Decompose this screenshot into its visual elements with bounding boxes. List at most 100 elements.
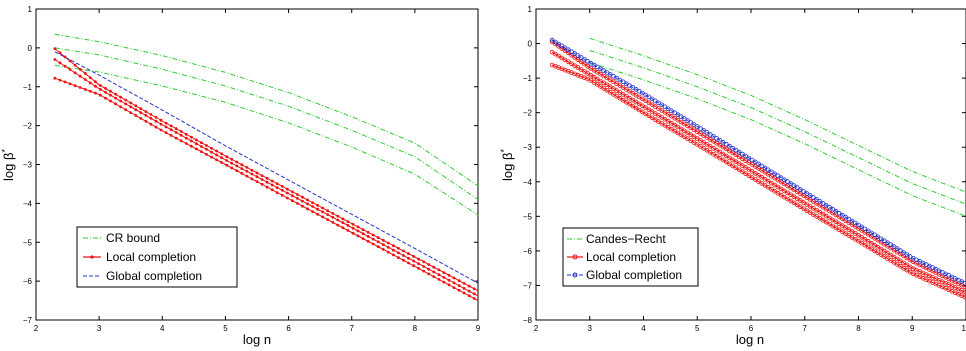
series-point-right-local-4-37 xyxy=(669,120,674,126)
series-point-right-local-5-42 xyxy=(685,136,690,142)
series-point-right-local-3-63 xyxy=(752,164,758,169)
series-point-right-global-6-14 xyxy=(594,64,600,70)
series-point-left-local-5-36 xyxy=(235,169,239,173)
series-point-right-local-5-23 xyxy=(623,99,629,105)
series-point-right-local-4-23 xyxy=(623,94,629,99)
series-point-right-local-5-35 xyxy=(662,123,668,128)
series-point-left-local-5-6 xyxy=(83,88,87,91)
series-point-left-local-4-77 xyxy=(442,276,446,279)
series-point-left-local-4-0 xyxy=(53,58,57,61)
series-point-right-local-3-38 xyxy=(672,115,677,121)
series-point-right-local-3-46 xyxy=(698,131,703,136)
series-point-right-local-4-62 xyxy=(749,169,755,174)
series-point-left-local-4-78 xyxy=(447,278,451,282)
series-point-right-local-5-19 xyxy=(611,92,616,97)
series-point-right-local-4-109 xyxy=(901,260,906,266)
series-point-right-local-4-91 xyxy=(843,225,848,230)
series-point-right-local-5-84 xyxy=(820,217,826,223)
series-point-left-local-5-68 xyxy=(397,256,400,259)
series-point-left-local-4-22 xyxy=(164,125,168,129)
series-point-left-local-3-62 xyxy=(366,230,370,234)
series-point-right-local-4-32 xyxy=(652,111,658,116)
series-point-right-local-4-80 xyxy=(807,204,813,209)
series-point-right-global-6-57 xyxy=(733,147,739,153)
series-point-right-local-5-59 xyxy=(740,169,745,175)
series-point-right-local-4-108 xyxy=(898,258,903,264)
series-point-right-global-6-78 xyxy=(801,189,806,194)
series-point-left-local-4-14 xyxy=(124,102,128,106)
series-point-right-local-5-92 xyxy=(846,233,852,238)
series-point-left-local-3-60 xyxy=(356,225,360,229)
series-point-right-global-6-48 xyxy=(704,130,710,135)
series-point-left-local-4-16 xyxy=(134,108,138,112)
y-axis-label-right: log β* xyxy=(499,149,515,181)
series-point-left-local-3-80 xyxy=(457,279,461,283)
series-point-right-local-4-88 xyxy=(833,219,839,225)
series-point-right-local-4-99 xyxy=(869,240,874,246)
series-point-right-global-6-7 xyxy=(572,51,577,56)
series-point-right-global-6-71 xyxy=(778,175,784,181)
series-point-left-local-4-63 xyxy=(371,237,375,241)
series-point-left-local-3-10 xyxy=(104,87,107,90)
series-point-right-local-4-13 xyxy=(591,74,597,80)
series-point-right-local-5-54 xyxy=(723,159,729,165)
series-point-left-local-5-76 xyxy=(437,278,441,281)
x-axis-label-right: log n xyxy=(736,332,764,347)
legend-marker-global-right xyxy=(572,272,578,278)
series-point-left-local-4-7 xyxy=(88,81,92,85)
series-line-right-local-5 xyxy=(551,64,966,298)
series-point-right-local-5-102 xyxy=(878,252,884,258)
series-point-right-local-3-31 xyxy=(649,102,655,107)
series-point-right-local-5-89 xyxy=(836,227,842,233)
series-point-left-local-3-64 xyxy=(376,236,380,240)
series-point-right-local-3-70 xyxy=(775,177,781,183)
series-point-right-local-5-128 xyxy=(962,294,966,300)
series-point-left-local-5-78 xyxy=(447,283,451,287)
series-point-right-local-3-15 xyxy=(598,71,603,77)
series-point-left-local-3-16 xyxy=(134,104,138,108)
series-point-right-global-6-70 xyxy=(775,173,781,179)
series-point-right-global-6-30 xyxy=(646,94,652,100)
series-point-right-global-6-83 xyxy=(817,199,823,204)
series-point-right-local-5-45 xyxy=(694,142,700,147)
series-point-left-local-5-9 xyxy=(99,93,102,97)
series-point-right-local-5-76 xyxy=(794,202,800,208)
series-point-right-local-5-56 xyxy=(730,163,735,169)
series-point-right-local-5-87 xyxy=(830,223,835,229)
series-point-right-local-4-51 xyxy=(714,147,719,153)
series-point-left-local-3-22 xyxy=(164,121,168,125)
series-point-right-global-6-49 xyxy=(707,132,713,137)
series-point-left-local-4-39 xyxy=(250,172,254,176)
series-point-left-local-4-34 xyxy=(225,159,229,162)
x-tick-label-right-4: 6 xyxy=(749,324,754,333)
series-point-left-local-4-35 xyxy=(230,161,234,165)
series-point-right-local-3-37 xyxy=(669,113,674,119)
series-point-right-global-6-50 xyxy=(711,134,716,139)
series-point-left-local-4-21 xyxy=(159,122,163,126)
series-point-left-local-3-14 xyxy=(124,98,128,102)
series-point-left-local-4-3 xyxy=(68,68,72,71)
chart-left: 2 3 4 5 6 7 8 910−1−2−3−4−5−6−7 log n log β* CR… xyxy=(0,5,481,347)
series-point-right-local-3-62 xyxy=(749,162,755,167)
series-point-right-local-4-102 xyxy=(878,246,884,252)
series-point-right-local-5-12 xyxy=(588,78,594,83)
series-point-right-global-6-22 xyxy=(620,79,626,85)
series-point-right-local-5-37 xyxy=(669,126,674,132)
series-point-right-local-3-19 xyxy=(611,79,616,84)
legend-label-cr-right: Candes−Recht xyxy=(586,232,666,246)
series-point-left-local-3-13 xyxy=(119,95,122,99)
series-point-left-local-3-40 xyxy=(255,171,259,175)
series-point-left-local-4-2 xyxy=(63,64,67,68)
series-point-right-local-5-58 xyxy=(736,167,742,173)
series-point-left-local-5-69 xyxy=(402,258,405,262)
series-point-left-local-5-16 xyxy=(134,114,138,117)
series-point-left-local-4-42 xyxy=(265,180,269,184)
x-tick-label-right-5: 7 xyxy=(803,324,808,333)
series-point-left-local-5-19 xyxy=(149,122,153,126)
series-point-right-local-3-17 xyxy=(604,75,610,81)
series-point-right-local-3-71 xyxy=(778,179,784,185)
series-point-right-local-3-54 xyxy=(723,146,729,152)
series-point-right-global-6-41 xyxy=(681,116,687,121)
x-tick-label-left-5: 7 xyxy=(349,324,354,333)
series-point-left-local-3-36 xyxy=(235,160,239,164)
